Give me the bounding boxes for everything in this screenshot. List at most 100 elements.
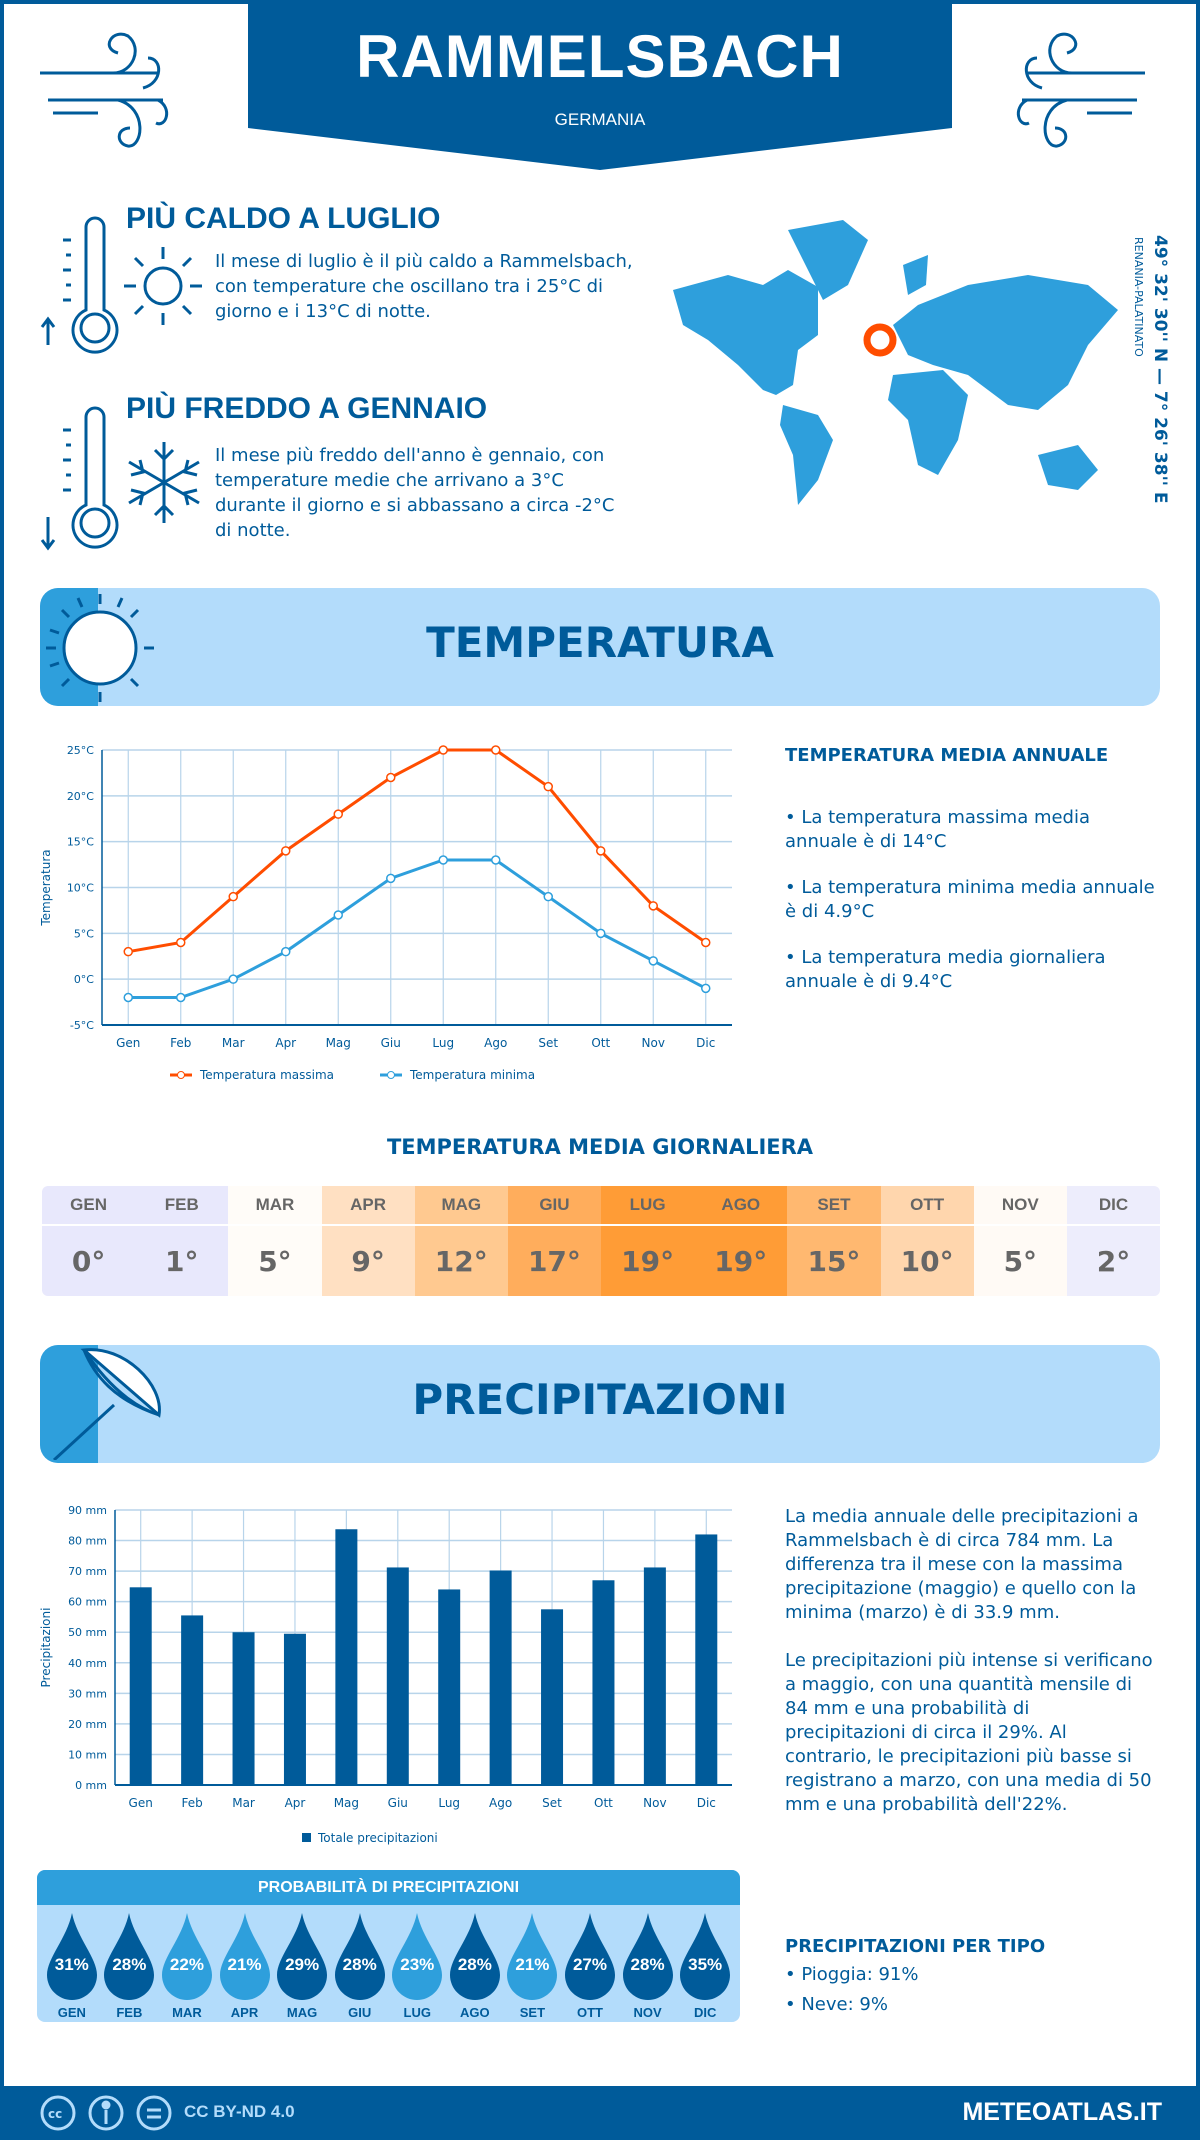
month-label: MAR: [228, 1186, 322, 1226]
no-derivatives-icon: [136, 2095, 172, 2131]
svg-text:cc: cc: [48, 2107, 62, 2121]
temp-value: 5°: [1003, 1244, 1038, 1278]
month-label: AGO: [694, 1186, 788, 1226]
cc-icon: [40, 2095, 76, 2131]
temp-value: 19°: [621, 1244, 675, 1278]
x-tick-label: Mar: [222, 1036, 245, 1050]
annual-temperature-panel: TEMPERATURA MEDIA ANNUALE • La temperatu…: [785, 745, 1165, 994]
month-label: SET: [787, 1186, 881, 1226]
raindrop-icon: [449, 1913, 500, 2000]
temperature-banner: TEMPERATURA: [40, 588, 1160, 706]
attribution-icon: [88, 2095, 124, 2131]
temp-value: 12°: [434, 1244, 488, 1278]
data-point: [228, 891, 238, 902]
annual-bullet: • La temperatura media giornaliera annua…: [785, 947, 1106, 992]
data-point: [176, 992, 186, 1003]
probability-drop: 27% OTT: [561, 1913, 619, 2020]
daily-temp-cell: MAG 12°: [414, 1186, 508, 1296]
line-min: [128, 858, 707, 999]
bar: [129, 1587, 152, 1785]
coldest-text: Il mese più freddo dell'anno è gennaio, …: [215, 445, 615, 541]
header-banner: [248, 0, 952, 170]
probability-drop: 29% MAG: [273, 1913, 331, 2020]
bar: [386, 1567, 409, 1785]
data-point: [491, 745, 501, 755]
y-tick-label: 30 mm: [68, 1687, 107, 1700]
month-label: OTT: [880, 1186, 974, 1226]
bar: [592, 1580, 615, 1785]
x-tick-label: Mar: [232, 1796, 255, 1810]
data-point: [596, 846, 606, 856]
daily-temp-cell: OTT 10°: [880, 1186, 974, 1296]
x-tick-label: Nov: [642, 1036, 665, 1050]
bar: [335, 1529, 358, 1785]
data-point: [333, 910, 343, 920]
precipitation-banner: PRECIPITAZIONI: [40, 1345, 1160, 1463]
y-tick-label: 10°C: [67, 882, 94, 895]
x-tick-label: Gen: [116, 1036, 140, 1050]
raindrop-icon: [161, 1913, 212, 2000]
legend-marker: [177, 1071, 185, 1079]
site-link[interactable]: METEOATLAS.IT: [962, 2098, 1162, 2126]
data-point: [438, 855, 448, 865]
coordinates-label: 49° 32' 30'' N — 7° 26' 38'' E: [1150, 235, 1170, 504]
data-point: [386, 772, 396, 783]
data-point: [281, 846, 291, 856]
probability-drop: 35% DIC: [676, 1913, 734, 2020]
temperature-title: TEMPERATURA: [426, 618, 774, 667]
temp-value: 15°: [807, 1244, 861, 1278]
data-point: [333, 809, 343, 819]
legend-label: Totale precipitazioni: [317, 1831, 438, 1845]
raindrop-icon: [680, 1913, 731, 2000]
data-point: [386, 873, 396, 884]
precip-paragraph: La media annuale delle precipitazioni a …: [785, 1506, 1139, 1623]
bar: [181, 1615, 204, 1785]
y-tick-label: 70 mm: [68, 1565, 107, 1578]
probability-drop: 23% LUG: [388, 1913, 446, 2020]
world-map: [673, 220, 1118, 505]
x-tick-label: Apr: [275, 1036, 296, 1050]
x-tick-label: Ago: [489, 1796, 512, 1810]
footer: cc CC BY-ND 4.0 METEOATLAS.IT: [0, 2086, 1200, 2140]
data-point: [438, 745, 448, 755]
warmest-text: Il mese di luglio è il più caldo a Ramme…: [215, 251, 633, 322]
probability-value: 28%: [112, 1955, 147, 1974]
precip-type-rain: • Pioggia: 91%: [785, 1964, 919, 1985]
data-point: [491, 855, 501, 865]
precipitation-chart: 0 mm 10 mm 20 mm 30 mm 40 mm 50 mm 60 mm 70 mm 8…: [39, 1504, 732, 1845]
month-label: DIC: [693, 2005, 717, 2020]
data-point: [123, 992, 133, 1003]
precipitation-summary: La media annuale delle precipitazioni a …: [785, 1505, 1155, 1817]
bar: [438, 1589, 461, 1785]
probability-value: 21%: [227, 1955, 262, 1974]
month-label: AGO: [460, 2005, 490, 2020]
temp-value: 5°: [258, 1244, 292, 1278]
annual-bullet: • La temperatura massima media annuale è…: [785, 807, 1091, 852]
legend-swatch: [302, 1833, 311, 1842]
daily-temp-cell: DIC 2°: [1066, 1186, 1160, 1296]
raindrop-icon: [219, 1913, 270, 2000]
x-tick-label: Ago: [484, 1036, 507, 1050]
y-tick-label: 60 mm: [68, 1596, 107, 1609]
temp-value: 19°: [714, 1244, 768, 1278]
data-point: [543, 781, 553, 792]
y-axis-label: Temperatura: [39, 849, 53, 926]
raindrop-icon: [564, 1913, 615, 2000]
precipitation-type-panel: PRECIPITAZIONI PER TIPO • Pioggia: 91% •…: [785, 1936, 1045, 2017]
daily-temp-cell: SET 15°: [787, 1186, 881, 1296]
raindrop-icon: [622, 1913, 673, 2000]
y-tick-label: 10 mm: [68, 1748, 107, 1761]
legend-label: Temperatura massima: [199, 1068, 334, 1082]
bar: [541, 1609, 564, 1785]
x-tick-label: Mag: [326, 1036, 351, 1050]
y-tick-label: -5°C: [70, 1019, 94, 1032]
raindrop-icon: [392, 1913, 443, 2000]
raindrop-icon: [334, 1913, 385, 2000]
data-point: [176, 937, 186, 948]
x-tick-label: Gen: [129, 1796, 153, 1810]
month-label: APR: [230, 2005, 259, 2020]
probability-value: 22%: [169, 1955, 204, 1974]
data-point: [701, 937, 711, 948]
month-label: GIU: [507, 1186, 602, 1226]
data-point: [228, 974, 238, 984]
